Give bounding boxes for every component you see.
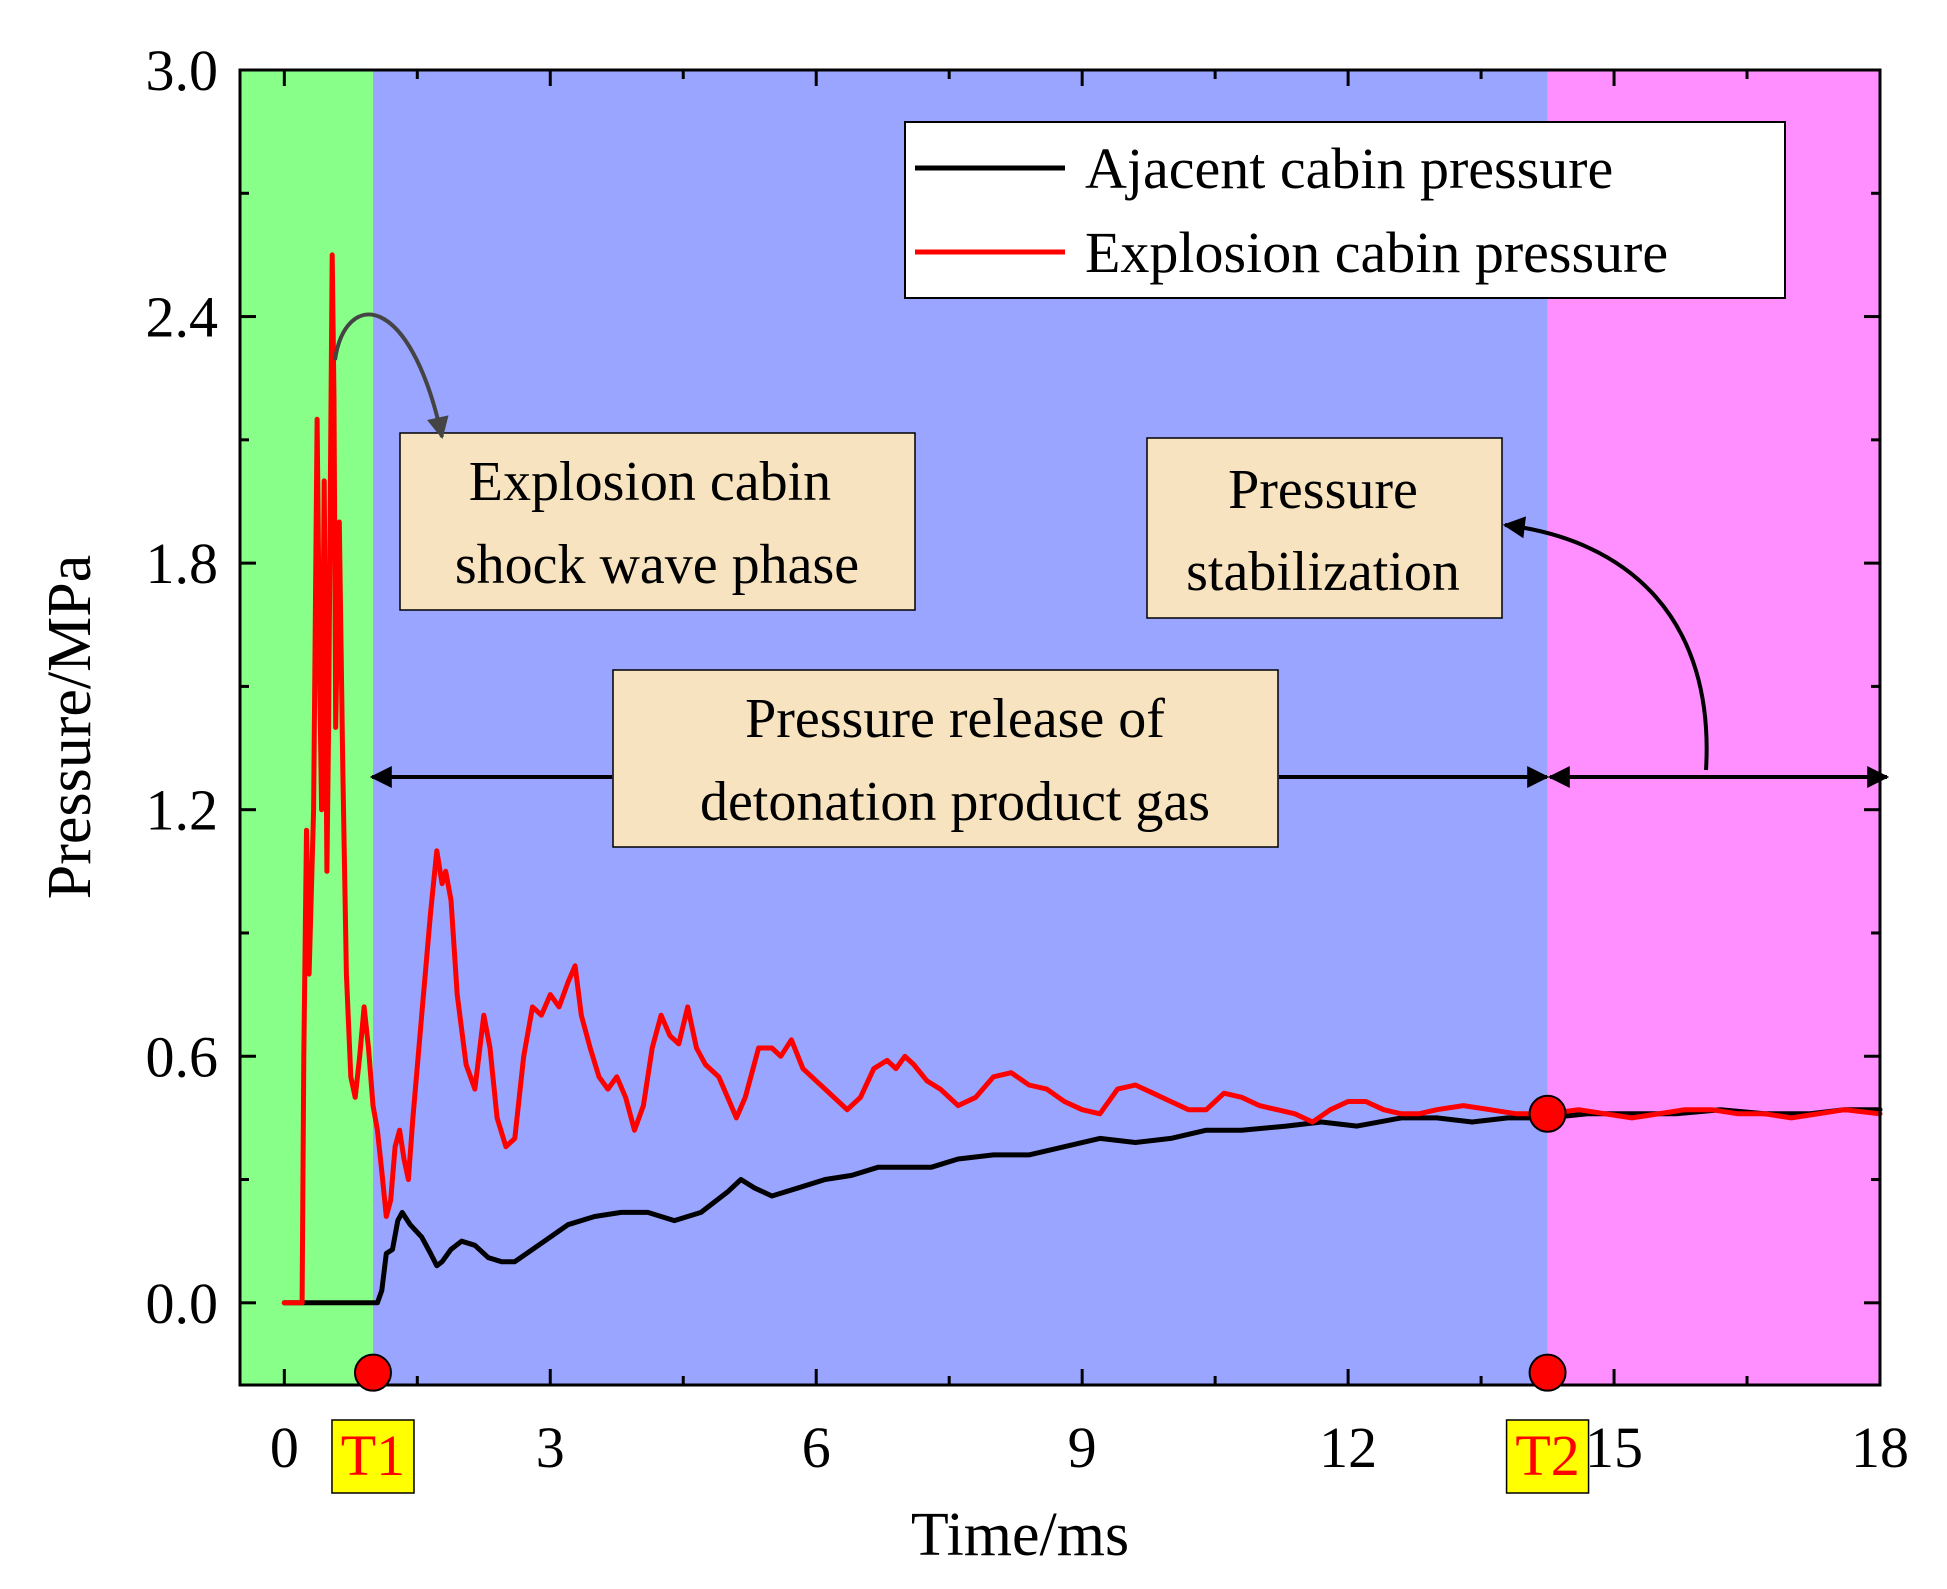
axis-ticks: 0 3 6 9 12 15 18 0.0 0.6 1.2 1.8 2.4 3.0 bbox=[146, 38, 1910, 1480]
curved-arrow-stabilization bbox=[1502, 516, 1709, 771]
marker-label-t1: T1 bbox=[341, 1423, 405, 1488]
marker-box-t2 bbox=[1505, 1419, 1590, 1494]
time-markers: T1 T2 bbox=[331, 1094, 1590, 1494]
marker-label-t2: T2 bbox=[1515, 1423, 1579, 1488]
x-tick-label: 15 bbox=[1585, 1415, 1643, 1480]
annotation-line: stabilization bbox=[1186, 541, 1460, 603]
y-tick-label: 1.8 bbox=[146, 531, 219, 596]
annotation-line: Explosion cabin bbox=[469, 451, 831, 513]
annotation-line: Pressure release of bbox=[745, 688, 1165, 750]
marker-dot-t1 bbox=[353, 1353, 392, 1392]
x-tick-label: 0 bbox=[270, 1415, 299, 1480]
annotation-shock-wave: Explosion cabin shock wave phase bbox=[399, 432, 916, 611]
y-tick-label: 0.0 bbox=[146, 1271, 219, 1336]
y-tick-label: 1.2 bbox=[146, 778, 219, 843]
legend-label-explosion: Explosion cabin pressure bbox=[1085, 220, 1668, 285]
legend: Ajacent cabin pressure Explosion cabin p… bbox=[904, 121, 1786, 299]
y-tick-label: 3.0 bbox=[146, 38, 219, 103]
legend-box bbox=[904, 121, 1786, 299]
curved-arrow-shock bbox=[333, 312, 449, 440]
y-axis-title: Pressure/MPa bbox=[36, 555, 104, 899]
series-line-ajacent-cabin bbox=[281, 1107, 1883, 1306]
marker-dot-t2 bbox=[1528, 1353, 1567, 1392]
annotation-line: Pressure bbox=[1228, 459, 1418, 521]
plot-frame bbox=[238, 68, 1882, 1387]
annotation-box bbox=[1146, 437, 1503, 619]
data-series bbox=[281, 252, 1883, 1306]
x-tick-label: 18 bbox=[1851, 1415, 1909, 1480]
x-axis-title: Time/ms bbox=[911, 1501, 1129, 1569]
y-tick-label: 2.4 bbox=[146, 285, 219, 350]
marker-box-t1 bbox=[331, 1419, 415, 1494]
annotation-box bbox=[399, 432, 916, 611]
annotation-line: shock wave phase bbox=[455, 534, 859, 596]
x-tick-label: 6 bbox=[802, 1415, 831, 1480]
intersection-dot bbox=[1528, 1094, 1567, 1133]
annotation-stabilization: Pressure stabilization bbox=[1146, 437, 1503, 619]
annotation-line: detonation product gas bbox=[700, 771, 1210, 833]
x-tick-label: 9 bbox=[1068, 1415, 1097, 1480]
series-line-explosion-cabin bbox=[281, 252, 1883, 1306]
annotation-pressure-release: Pressure release of detonation product g… bbox=[612, 669, 1279, 848]
x-tick-label: 12 bbox=[1319, 1415, 1377, 1480]
y-tick-label: 0.6 bbox=[146, 1024, 219, 1089]
x-tick-label: 3 bbox=[536, 1415, 565, 1480]
annotation-box bbox=[612, 669, 1279, 848]
phase-shock-wave bbox=[240, 70, 373, 1385]
legend-label-ajacent: Ajacent cabin pressure bbox=[1085, 136, 1613, 201]
